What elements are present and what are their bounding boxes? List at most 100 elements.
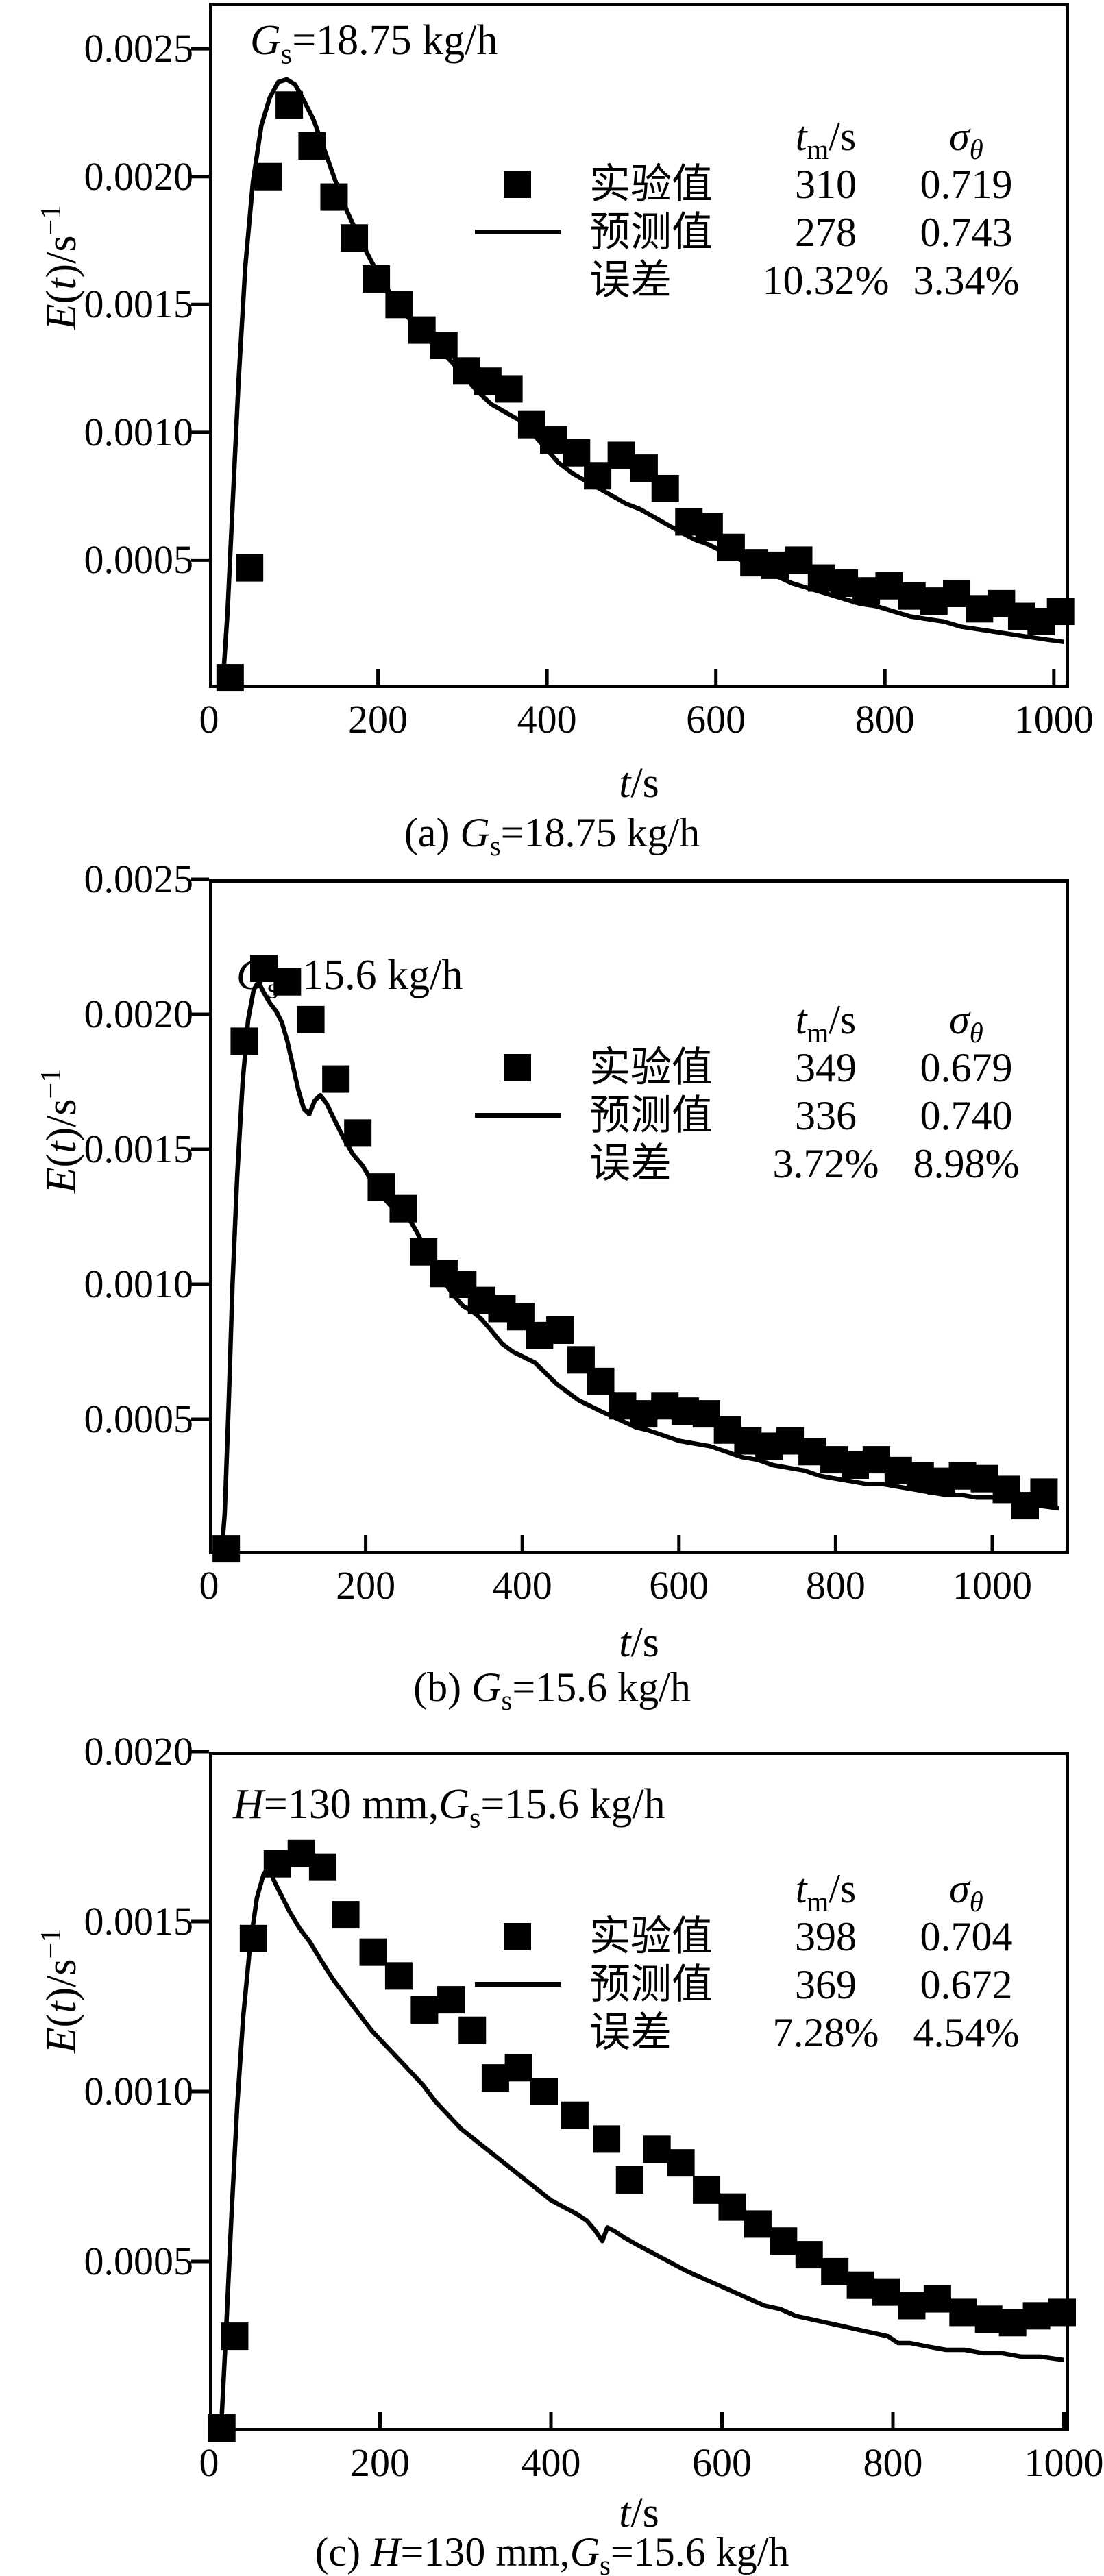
caption-index: (b): [413, 1665, 472, 1710]
x-tick-label: 1000: [1014, 697, 1094, 741]
y-tick-label: 0.0015: [84, 1899, 194, 1943]
x-title-var: t: [619, 2490, 631, 2536]
legend-header-sub: θ: [969, 1018, 983, 1048]
experimental-point: [898, 2292, 926, 2320]
legend-value-tm: 278: [795, 210, 857, 255]
experimental-point: [322, 1065, 350, 1093]
experimental-point: [974, 2305, 1003, 2333]
experimental-point: [615, 2166, 643, 2194]
legend-value-sigma: 0.743: [920, 210, 1013, 255]
legend-label-error: 误差: [589, 2010, 672, 2055]
legend-value-sigma: 8.98%: [913, 1141, 1020, 1186]
legend-label-predicted: 预测值: [589, 210, 713, 255]
experimental-point: [298, 132, 326, 160]
legend-header-unit: /s: [829, 114, 857, 159]
experimental-point: [949, 2298, 977, 2327]
legend-label-error: 误差: [589, 258, 672, 303]
legend-header-sigma: σθ: [857, 1864, 1076, 1927]
experimental-point: [530, 2078, 559, 2105]
legend-label-experimental: 实验值: [589, 1045, 713, 1090]
x-tick-label: 1000: [952, 1563, 1032, 1608]
experimental-point: [208, 2414, 236, 2442]
x-tick-label: 600: [686, 697, 746, 741]
legend-value-tm: 349: [795, 1045, 857, 1090]
caption-index: (c): [315, 2529, 371, 2575]
experimental-point: [254, 162, 282, 191]
caption-var: H: [371, 2529, 401, 2575]
x-tick-label: 400: [517, 697, 577, 741]
experimental-point: [320, 183, 348, 211]
experimental-point: [430, 332, 458, 359]
legend-header-sigma: σθ: [857, 995, 1076, 1058]
legend-header-tm: tm/s: [716, 1864, 935, 1927]
legend-header-var: σ: [949, 1866, 970, 1911]
caption-text: =15.6 kg/h: [512, 1665, 691, 1710]
x-title-var: t: [619, 1619, 631, 1666]
x-axis-title: t/s: [209, 1619, 1069, 1667]
experimental-point: [359, 1938, 387, 1966]
experimental-point: [546, 1316, 574, 1344]
predicted-line-icon: [475, 1113, 561, 1118]
legend-value-sigma: 0.719: [920, 162, 1013, 207]
predicted-curve: [219, 979, 1059, 1555]
caption-var: G: [460, 810, 490, 855]
legend-value-tm: 336: [795, 1093, 857, 1138]
legend-header-var: σ: [949, 997, 970, 1042]
annotation-text: =130 mm,: [263, 1781, 439, 1828]
legend-header-unit: /s: [829, 997, 857, 1042]
annotation-text: =15.6 kg/h: [480, 1781, 665, 1828]
x-axis-tick-labels: 0 200 400 600 800 1000: [199, 2440, 1104, 2488]
experimental-square-icon: [504, 1923, 531, 1950]
y-tick-label: 0.0020: [84, 154, 194, 199]
legend-header-sub: θ: [969, 1887, 983, 1917]
x-title-var: t: [619, 760, 631, 807]
y-tick-label: 0.0020: [84, 992, 194, 1036]
x-axis-tick-labels: 0 200 400 600 800 1000: [199, 696, 1094, 744]
annotation-c: H=130 mm,Gs=15.6 kg/h: [233, 1780, 665, 1835]
experimental-point: [230, 1027, 258, 1055]
x-tick-label: 0: [199, 697, 219, 741]
experimental-point: [846, 2271, 874, 2299]
y-tick-label: 0.0010: [84, 2069, 194, 2113]
experimental-point: [593, 2125, 621, 2153]
legend-value-sigma: 0.740: [920, 1093, 1013, 1138]
experimental-point: [872, 2278, 900, 2306]
experimental-point: [250, 955, 278, 983]
y-axis-tick-labels: 0.0005 0.0010 0.0015 0.0020 0.0025: [0, 3, 194, 688]
x-tick-label: 800: [863, 2440, 923, 2485]
experimental-point: [563, 439, 591, 467]
caption-text: =18.75 kg/h: [500, 810, 700, 855]
x-axis-title: t/s: [209, 2489, 1069, 2538]
experimental-point: [437, 1986, 465, 2014]
experimental-point: [587, 1367, 615, 1395]
legend-header-sub: m: [807, 134, 829, 165]
experimental-point: [821, 2257, 849, 2285]
caption-var: G: [569, 2529, 600, 2575]
y-tick-label: 0.0010: [84, 409, 194, 454]
experimental-point: [651, 474, 679, 502]
y-axis-tick-labels: 0.0005 0.0010 0.0015 0.0020 0.0025: [0, 857, 194, 1554]
experimental-point: [239, 1924, 267, 1952]
legend-value-sigma: 0.679: [920, 1045, 1013, 1090]
x-title-unit: /s: [630, 760, 659, 807]
legend-label-predicted: 预测值: [589, 1093, 713, 1138]
legend-header-var: t: [795, 997, 807, 1042]
legend-header-tm: tm/s: [716, 995, 935, 1058]
legend-header-sigma: σθ: [857, 112, 1076, 175]
annotation-text: =18.75 kg/h: [292, 17, 498, 64]
x-tick-label: 400: [521, 2440, 581, 2485]
legend-label-predicted: 预测值: [589, 1962, 713, 2007]
x-tick-label: 0: [199, 1563, 219, 1608]
experimental-point: [212, 1535, 241, 1563]
experimental-point: [1048, 2298, 1077, 2327]
chart-canvas-c: [191, 1750, 1077, 2442]
plot-border: [209, 1752, 1069, 2431]
caption-b: (b) Gs=15.6 kg/h: [0, 1667, 1104, 1721]
experimental-point: [495, 375, 523, 403]
x-tick-label: 600: [649, 1563, 709, 1608]
legend-value-tm: 7.28%: [772, 2010, 879, 2055]
legend-label-experimental: 实验值: [589, 162, 713, 207]
x-tick-label: 0: [199, 2440, 219, 2485]
experimental-point: [770, 2227, 798, 2255]
